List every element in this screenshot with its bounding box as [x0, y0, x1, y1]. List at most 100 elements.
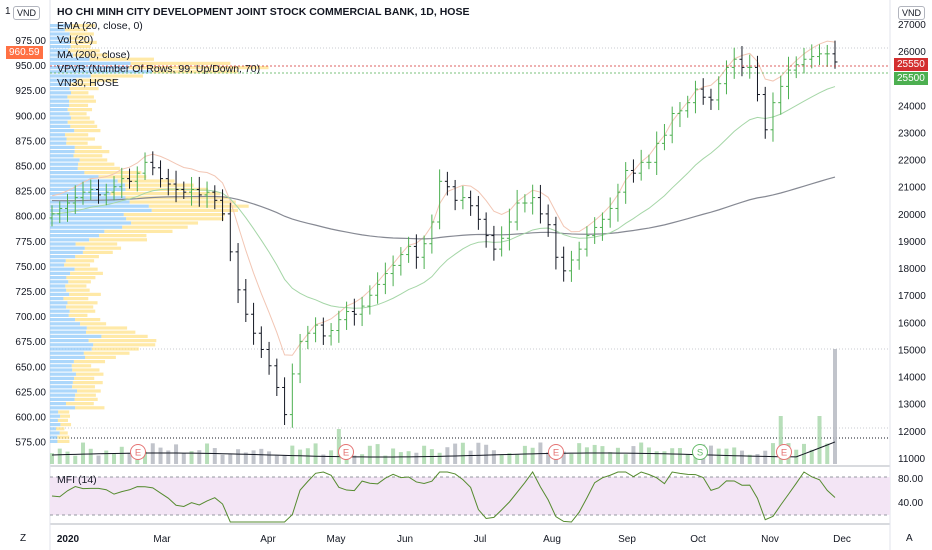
volume-bar: [104, 450, 109, 464]
vpvr-down-row: [83, 351, 130, 355]
vpvr-up-row: [50, 267, 75, 271]
volume-bar: [592, 444, 597, 464]
vpvr-up-row: [50, 45, 71, 49]
vpvr-up-row: [50, 99, 70, 103]
vpvr-down-row: [122, 225, 188, 229]
right-price-tag-green: 25500: [894, 72, 928, 85]
vpvr-down-row: [89, 57, 154, 61]
vpvr-up-row: [50, 276, 67, 280]
vpvr-down-row: [64, 263, 91, 267]
volume-bar: [73, 455, 78, 464]
vpvr-down-row: [86, 330, 136, 334]
legend-compare[interactable]: VN30, HOSE: [57, 77, 119, 90]
volume-bar: [453, 443, 458, 464]
vpvr-down-row: [84, 246, 122, 250]
vpvr-down-row: [70, 116, 90, 120]
event-marker-label: E: [781, 448, 787, 459]
volume-bar: [833, 349, 837, 464]
vpvr-up-row: [50, 246, 85, 250]
vpvr-down-row: [67, 108, 93, 112]
vpvr-up-row: [50, 288, 67, 292]
vpvr-up-row: [50, 343, 94, 347]
volume-bar: [414, 452, 419, 464]
volume-bar: [662, 451, 667, 464]
right-unit-box[interactable]: VND: [898, 6, 926, 20]
time-tick-label: Apr: [260, 534, 276, 545]
vpvr-down-row: [70, 40, 97, 44]
volume-bar: [143, 451, 148, 464]
volume-bar: [778, 416, 783, 464]
event-marker-label: E: [553, 448, 559, 459]
vpvr-down-row: [151, 208, 238, 212]
event-marker: [692, 444, 708, 460]
left-tick-label: 600.00: [15, 413, 46, 424]
mfi-tick-label: 40.00: [898, 498, 923, 509]
vpvr-up-row: [50, 355, 86, 359]
volume-bar: [251, 450, 256, 464]
vpvr-histogram: [50, 24, 269, 443]
time-tick-label: Dec: [833, 534, 851, 545]
legend-mfi[interactable]: MFI (14): [57, 474, 97, 486]
volume-bar: [352, 455, 357, 464]
volume-bar: [236, 449, 241, 464]
volume-bar: [81, 442, 86, 464]
volume-bar: [166, 450, 171, 464]
vpvr-up-row: [50, 250, 83, 254]
left-tick-label: 825.00: [15, 187, 46, 198]
ma-200-line: [51, 176, 836, 240]
vpvr-up-row: [50, 322, 81, 326]
vpvr-down-row: [78, 162, 115, 166]
legend-ema[interactable]: EMA (20, close, 0): [57, 20, 143, 33]
vpvr-down-row: [57, 418, 69, 422]
vpvr-down-row: [128, 66, 269, 70]
legend-vol[interactable]: Vol (20): [57, 34, 94, 47]
vpvr-down-row: [72, 368, 100, 372]
legend-title[interactable]: HO CHI MINH CITY DEVELOPMENT JOINT STOCK…: [57, 6, 470, 18]
vpvr-down-row: [74, 267, 98, 271]
vpvr-up-row: [50, 36, 70, 40]
vpvr-down-row: [125, 183, 194, 187]
vpvr-down-row: [131, 221, 199, 225]
legend-vpvr[interactable]: VPVR (Number Of Rows, 99, Up/Down, 70): [57, 62, 261, 75]
right-tick-label: 17000: [898, 291, 926, 302]
grid-lines: [49, 0, 891, 550]
time-tick-label: Oct: [690, 534, 706, 545]
vpvr-down-row: [101, 334, 148, 338]
volume-bar: [228, 453, 233, 464]
chart-legend: HO CHI MINH CITY DEVELOPMENT JOINT STOCK…: [57, 5, 469, 90]
volume-bar: [65, 451, 70, 464]
right-tick-label: 11000: [898, 454, 926, 465]
volume-bar: [724, 448, 729, 464]
vpvr-up-row: [50, 372, 76, 376]
vpvr-down-row: [65, 259, 95, 263]
vpvr-down-row: [77, 166, 120, 170]
vpvr-down-row: [72, 381, 103, 385]
left-unit-box[interactable]: VND: [13, 6, 41, 20]
vpvr-up-row: [50, 166, 78, 170]
auto-scale-button[interactable]: A: [906, 533, 913, 544]
vpvr-up-row: [50, 91, 72, 95]
vpvr-up-row: [50, 116, 71, 120]
vpvr-up-row: [50, 196, 126, 200]
volume-bar: [654, 451, 659, 464]
volume-bar: [367, 445, 372, 464]
vpvr-up-row: [50, 66, 129, 70]
vpvr-up-row: [50, 292, 70, 296]
volume-bar: [476, 442, 481, 464]
legend-ma[interactable]: MA (200, close): [57, 48, 130, 61]
vpvr-up-row: [50, 313, 69, 317]
volume-bar: [298, 449, 303, 464]
left-current-price-tag: 960.59: [6, 46, 43, 59]
volume-bar: [398, 452, 403, 464]
vpvr-up-row: [50, 305, 67, 309]
vpvr-down-row: [59, 431, 68, 435]
vpvr-down-row: [88, 339, 157, 343]
volume-bar: [763, 450, 768, 464]
vpvr-up-row: [50, 318, 76, 322]
vpvr-up-row: [50, 339, 89, 343]
volume-bar: [716, 448, 721, 464]
vpvr-up-row: [50, 24, 71, 28]
zoom-button[interactable]: Z: [20, 533, 27, 544]
